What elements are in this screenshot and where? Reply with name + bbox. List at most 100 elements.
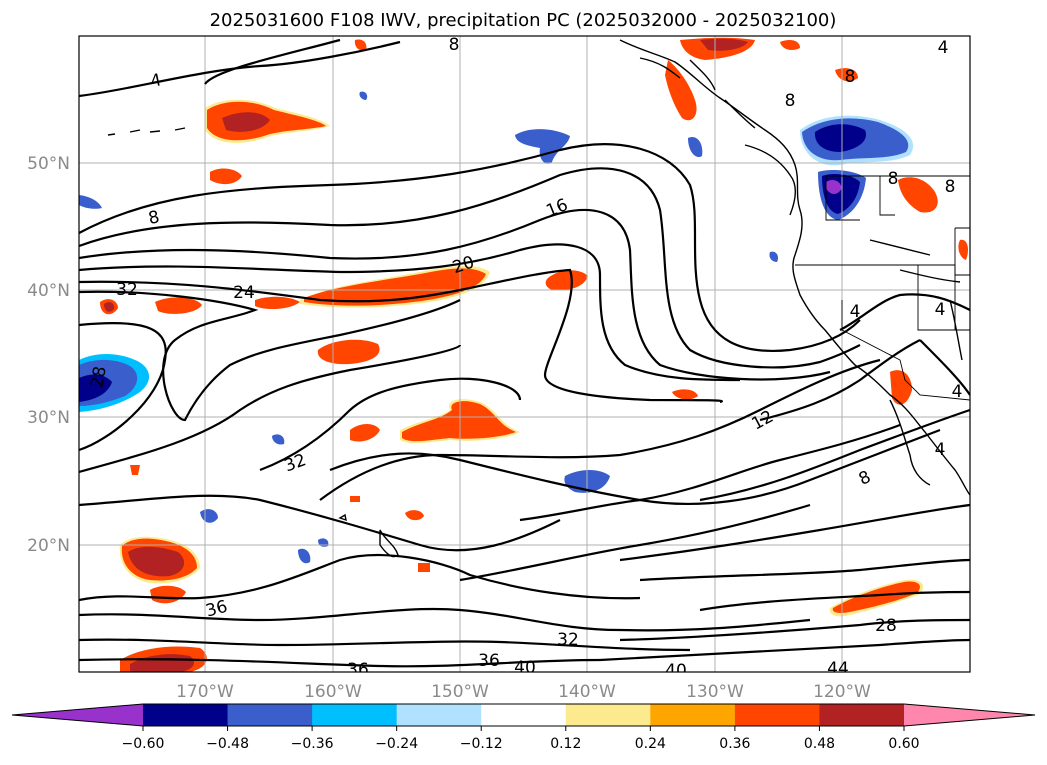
precip-patch xyxy=(672,389,698,400)
precip-patch xyxy=(272,434,285,445)
contour-label: 32 xyxy=(116,280,138,300)
negative-precip-anomalies xyxy=(79,91,914,564)
figure-title: 2025031600 F108 IWV, precipitation PC (2… xyxy=(210,10,837,31)
contour-labels: 4 8 8 8 8 8 16 20 24 32 32 28 12 8 4 4 4… xyxy=(87,35,963,681)
map-frame xyxy=(78,35,971,673)
colorbar-tick-label: 0.36 xyxy=(719,736,750,752)
colorbar-segment xyxy=(565,704,651,726)
iwv-contours xyxy=(79,38,970,668)
contour-label: 28 xyxy=(87,365,110,390)
contour-label: 4 xyxy=(149,70,164,92)
colorbar-tick-label: 0.48 xyxy=(804,736,835,752)
precip-patch xyxy=(405,510,424,521)
lon-label-150w: 150°W xyxy=(431,682,489,702)
precip-patch xyxy=(545,270,588,291)
colorbar: −0.60 −0.48 −0.36 −0.24 −0.12 0.12 0.24 0.36 0.4… xyxy=(11,703,1036,752)
precip-patch xyxy=(769,251,779,262)
contour-label: 32 xyxy=(557,630,579,650)
latitude-labels: 50°N 40°N 30°N 20°N xyxy=(27,154,70,556)
contour-label: 4 xyxy=(935,440,946,460)
contour-label: 4 xyxy=(938,38,949,58)
colorbar-extend-max xyxy=(904,704,1035,726)
colorbar-segment xyxy=(143,704,229,726)
precip-patch xyxy=(418,563,430,572)
contour-label: 8 xyxy=(888,169,899,189)
colorbar-tick-label: −0.48 xyxy=(206,736,249,752)
colorbar-tick-label: −0.60 xyxy=(122,736,165,752)
precip-patch xyxy=(402,401,516,442)
map-content: 4 8 8 8 8 8 16 20 24 32 32 28 12 8 4 4 4… xyxy=(79,35,970,681)
precip-patch xyxy=(350,496,360,502)
colorbar-segment xyxy=(650,704,736,726)
lat-label-50n: 50°N xyxy=(27,154,70,174)
contour-label: 44 xyxy=(827,659,849,679)
colorbar-tick-label: 0.60 xyxy=(888,736,919,752)
precip-patch xyxy=(350,424,380,442)
precip-patch xyxy=(79,374,112,402)
contour-label: 8 xyxy=(785,91,796,111)
contour-label: 4 xyxy=(935,300,946,320)
precip-patch xyxy=(835,68,858,82)
precip-patch xyxy=(898,177,938,213)
longitude-labels: 170°W 160°W 150°W 140°W 130°W 120°W xyxy=(176,682,871,702)
precip-patch xyxy=(890,370,912,405)
contour-label: 8 xyxy=(449,35,460,55)
contour-label: 24 xyxy=(233,283,255,303)
contour-label: 4 xyxy=(850,302,861,322)
colorbar-tick-label: 0.24 xyxy=(635,736,666,752)
precip-patch xyxy=(688,136,703,158)
contour-label: 40 xyxy=(665,661,687,681)
contour-label: 36 xyxy=(347,660,369,680)
contour-label: 8 xyxy=(845,67,856,87)
contour-label: 36 xyxy=(478,651,500,671)
colorbar-segment xyxy=(481,704,567,726)
lon-label-130w: 130°W xyxy=(686,682,744,702)
precip-patch xyxy=(515,129,570,164)
lon-label-140w: 140°W xyxy=(558,682,616,702)
contour-label: 40 xyxy=(514,658,536,678)
precip-patch xyxy=(354,39,367,51)
precip-patch xyxy=(222,112,270,132)
colorbar-tick-label: −0.36 xyxy=(291,736,334,752)
precip-patch xyxy=(700,38,748,51)
positive-precip-anomalies xyxy=(100,37,968,672)
colorbar-segment xyxy=(396,704,482,726)
contour-label: 28 xyxy=(875,616,897,636)
precip-patch xyxy=(665,60,697,121)
contour-label: 8 xyxy=(147,207,162,229)
colorbar-tick-label: −0.12 xyxy=(460,736,503,752)
colorbar-segment xyxy=(312,704,398,726)
precip-patch xyxy=(958,239,968,260)
colorbar-segment xyxy=(819,704,905,726)
borders xyxy=(795,175,970,401)
precip-patch xyxy=(104,302,115,312)
lat-label-30n: 30°N xyxy=(27,408,70,428)
precip-patch xyxy=(128,546,185,577)
precip-patch xyxy=(155,297,202,314)
precip-patch xyxy=(298,548,311,564)
precip-patch xyxy=(255,296,300,310)
colorbar-tick-label: −0.24 xyxy=(375,736,418,752)
colorbar-segment xyxy=(734,704,820,726)
precip-patch xyxy=(79,195,102,209)
graticule xyxy=(79,36,970,672)
lon-label-120w: 120°W xyxy=(813,682,871,702)
precip-patch xyxy=(210,168,242,185)
colorbar-tick-label: 0.12 xyxy=(550,736,581,752)
precip-patch xyxy=(826,180,842,194)
precip-patch xyxy=(359,91,368,100)
lon-label-170w: 170°W xyxy=(176,682,234,702)
precip-patch xyxy=(130,465,140,475)
precip-patch xyxy=(832,581,920,613)
contour-label: 4 xyxy=(952,382,963,402)
precip-patch xyxy=(780,40,800,50)
lat-label-20n: 20°N xyxy=(27,536,70,556)
colorbar-segment xyxy=(227,704,313,726)
lon-label-160w: 160°W xyxy=(304,682,362,702)
colorbar-extend-min xyxy=(12,704,143,726)
contour-label: 8 xyxy=(945,177,956,197)
precip-patch xyxy=(814,124,866,152)
precip-patch xyxy=(304,268,486,306)
lat-label-40n: 40°N xyxy=(27,281,70,301)
